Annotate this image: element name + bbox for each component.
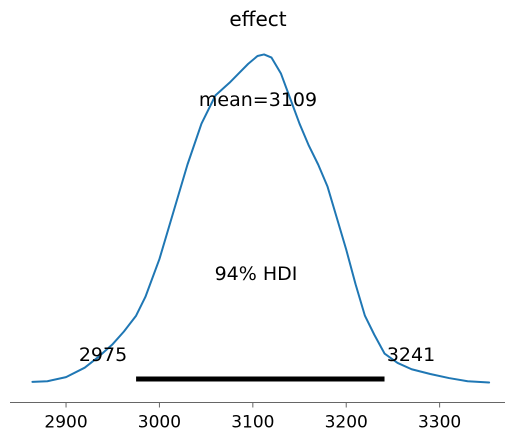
x-tick-label-3200: 3200 xyxy=(325,413,368,433)
x-tick-label-2900: 2900 xyxy=(44,413,87,433)
hdi-label: 94% HDI xyxy=(215,263,298,285)
chart-title: effect xyxy=(229,7,286,31)
x-tick-label-3000: 3000 xyxy=(138,413,181,433)
density-line-0 xyxy=(31,53,491,384)
mean-label: mean=3109 xyxy=(199,89,317,111)
hdi-low-label: 2975 xyxy=(79,344,127,366)
plot-layer: 2900 3000 3100 3200 3300 xyxy=(10,53,505,433)
hdi-high-label: 3241 xyxy=(387,344,435,366)
x-tick-label-3100: 3100 xyxy=(231,413,274,433)
x-tick-label-3300: 3300 xyxy=(418,413,461,433)
